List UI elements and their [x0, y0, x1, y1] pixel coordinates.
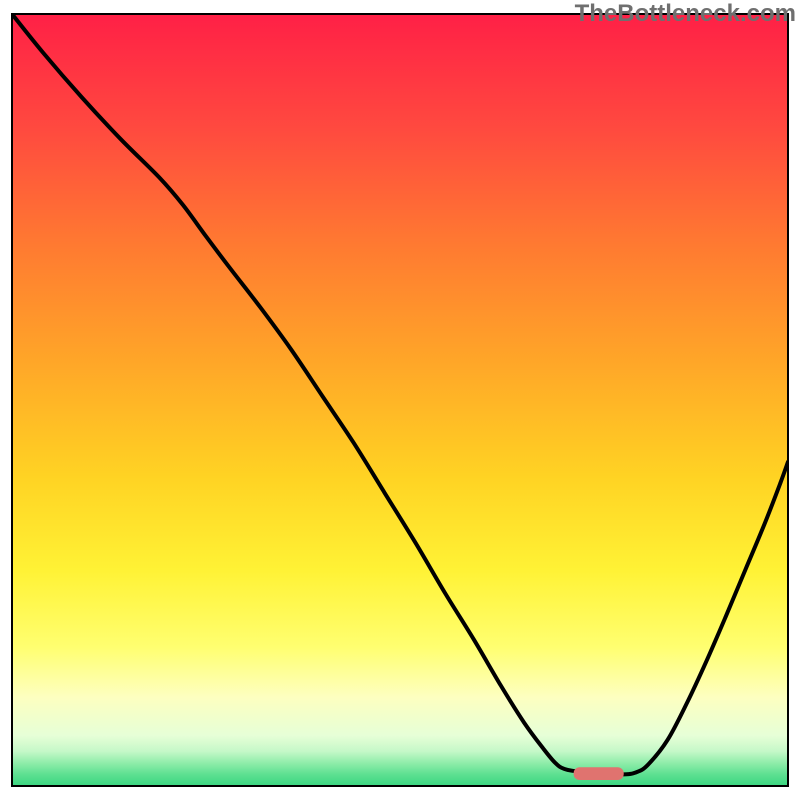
bottleneck-chart — [0, 0, 800, 800]
watermark-text: TheBottleneck.com — [575, 0, 796, 28]
optimal-marker — [575, 768, 623, 779]
chart-container — [0, 0, 800, 800]
gradient-background — [12, 14, 788, 786]
